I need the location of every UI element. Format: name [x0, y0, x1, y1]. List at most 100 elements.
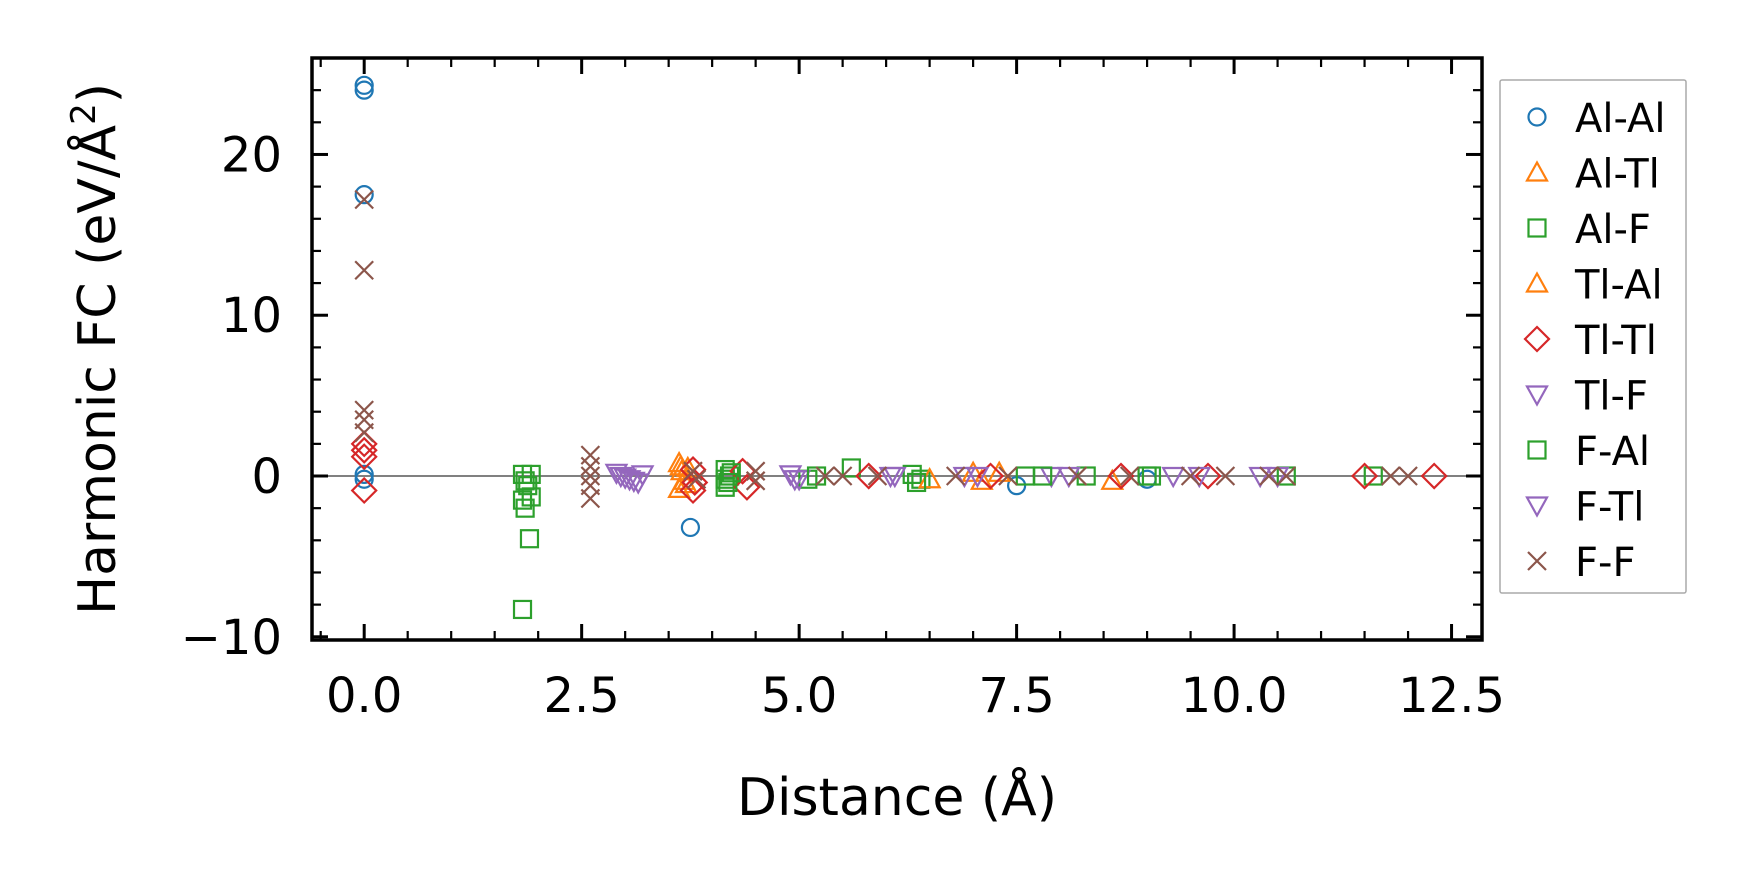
legend-label: Tl-F: [1574, 374, 1648, 420]
data-point: [350, 436, 378, 464]
data-point: [354, 464, 374, 485]
data-point: [1161, 466, 1186, 489]
data-point: [1363, 466, 1383, 486]
data-point: [626, 473, 651, 495]
legend-item: F-F: [1527, 540, 1635, 586]
legend-item: Tl-Al: [1525, 263, 1663, 309]
legend-item: Tl-F: [1525, 374, 1648, 420]
legend-label: Al-Tl: [1575, 152, 1660, 198]
data-point: [718, 472, 738, 493]
data-point: [580, 466, 601, 486]
y-axis-label-main: Harmonic FC (eV/Å: [66, 124, 128, 615]
data-point: [515, 498, 535, 518]
plot-frame: [310, 56, 1484, 642]
legend-label: Tl-Tl: [1574, 318, 1657, 364]
data-point: [679, 476, 707, 505]
x-tick-label: 2.5: [543, 668, 619, 724]
data-point: [906, 472, 927, 493]
legend-item: Al-Al: [1527, 96, 1666, 142]
data-point: [976, 462, 1005, 490]
data-point: [815, 466, 836, 486]
legend-marker: [1527, 218, 1547, 238]
data-point: [1215, 466, 1236, 486]
data-point: [855, 462, 883, 490]
data-point: [518, 476, 538, 496]
data-point: [354, 469, 374, 489]
legend-marker: [1525, 385, 1549, 407]
legend-marker: [1525, 160, 1549, 182]
data-point: [1276, 466, 1297, 486]
data-point: [782, 470, 807, 492]
legend-marker: [1527, 551, 1547, 571]
legend-marker: [1525, 271, 1549, 293]
legend-item: F-Tl: [1525, 485, 1644, 531]
data-point: [878, 466, 903, 489]
data-point: [1141, 466, 1162, 486]
legend-label: F-Tl: [1575, 485, 1644, 531]
legend-item: Al-F: [1527, 207, 1651, 253]
data-point: [1398, 466, 1418, 486]
legend-label: F-F: [1575, 540, 1635, 586]
legend-label: Tl-Al: [1574, 263, 1663, 309]
legend-label: Al-F: [1575, 207, 1651, 253]
data-point: [1180, 466, 1201, 486]
data-point: [680, 517, 701, 538]
legend-item: Al-Tl: [1525, 152, 1660, 198]
data-point: [519, 529, 540, 549]
y-tick-label: 0: [251, 449, 282, 505]
data-point: [354, 260, 374, 280]
data-point: [1033, 466, 1053, 486]
ticks: 0.0 2.5 5.0 7.5 10.0 12.5 −10 0 10 20: [181, 56, 1505, 724]
data-point: [965, 466, 990, 489]
data-points: [350, 75, 1448, 620]
data-point: [354, 400, 374, 420]
data-point: [1351, 462, 1379, 490]
data-point: [674, 471, 698, 494]
x-tick-label: 5.0: [761, 668, 837, 724]
series-al-f: [512, 458, 1383, 620]
data-point: [608, 466, 633, 489]
data-point: [1380, 466, 1401, 486]
y-tick-label: −10: [181, 610, 282, 666]
data-point: [1119, 466, 1140, 486]
data-point: [621, 471, 646, 494]
legend-marker: [1527, 440, 1547, 460]
data-point: [841, 458, 861, 478]
x-tick-label: 10.0: [1181, 668, 1288, 724]
data-point: [733, 473, 761, 501]
data-point: [998, 466, 1018, 486]
data-point: [350, 476, 378, 505]
x-tick-label: 7.5: [978, 668, 1054, 724]
x-tick-label: 0.0: [326, 668, 402, 724]
legend-label: F-Al: [1575, 429, 1650, 475]
data-point: [669, 458, 694, 481]
data-point: [686, 469, 707, 490]
data-point: [961, 460, 985, 482]
y-tick-label: 20: [221, 127, 282, 183]
legend: Al-Al Al-Tl Al-F Tl-Al Tl-Tl Tl-F F-Al F-Tl F-F: [1499, 79, 1687, 594]
data-point: [1107, 462, 1135, 490]
data-point: [354, 189, 374, 210]
data-point: [354, 422, 374, 443]
data-point: [617, 470, 642, 492]
data-point: [1259, 466, 1279, 486]
data-point: [1100, 468, 1125, 490]
y-tick-label: 10: [221, 288, 282, 344]
y-axis-label-close: ): [68, 83, 128, 103]
data-point: [354, 80, 374, 100]
data-point: [867, 466, 888, 486]
legend-item: Tl-Tl: [1523, 318, 1657, 364]
data-point: [354, 75, 374, 95]
data-point: [512, 599, 533, 620]
data-point: [945, 466, 966, 486]
data-point: [1194, 462, 1222, 490]
legend-label: Al-Al: [1575, 96, 1666, 142]
data-point: [350, 443, 378, 471]
data-point: [1067, 466, 1088, 486]
data-point: [832, 466, 853, 486]
y-axis-label-superscript: 2: [64, 103, 104, 125]
legend-box: [1499, 79, 1687, 594]
data-point: [521, 464, 541, 485]
x-axis-label: Distance (Å): [737, 766, 1057, 828]
